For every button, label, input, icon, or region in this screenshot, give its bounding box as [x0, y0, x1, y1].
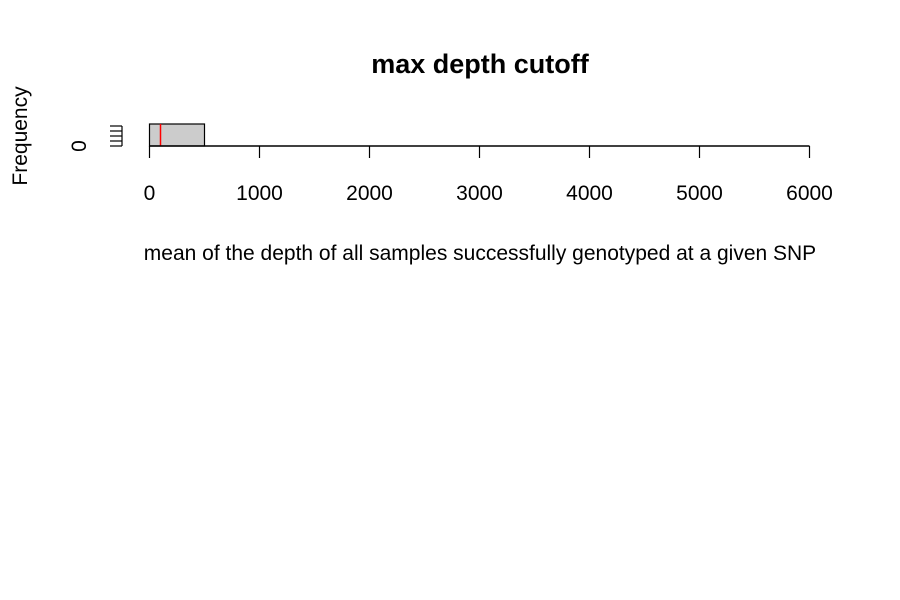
- chart-title: max depth cutoff: [371, 49, 590, 79]
- x-tick-label-2: 2000: [346, 182, 393, 205]
- bars-group: [148, 123, 206, 147]
- x-tick-label-1: 1000: [236, 182, 283, 205]
- x-tick-label-6: 6000: [786, 182, 833, 205]
- x-tick-label-3: 3000: [456, 182, 503, 205]
- x-tick-label-4: 4000: [566, 182, 613, 205]
- y-axis: 0: [68, 125, 123, 152]
- x-tick-label-5: 5000: [676, 182, 723, 205]
- histogram-bar-0: [148, 123, 206, 147]
- x-tick-label-0: 0: [144, 182, 156, 205]
- y-tick-label-0: 0: [68, 140, 91, 152]
- x-axis: 0 1000 2000 3000 4000 5000 6000: [144, 145, 833, 205]
- y-axis-label: Frequency: [9, 86, 32, 186]
- x-axis-label: mean of the depth of all samples success…: [144, 242, 816, 265]
